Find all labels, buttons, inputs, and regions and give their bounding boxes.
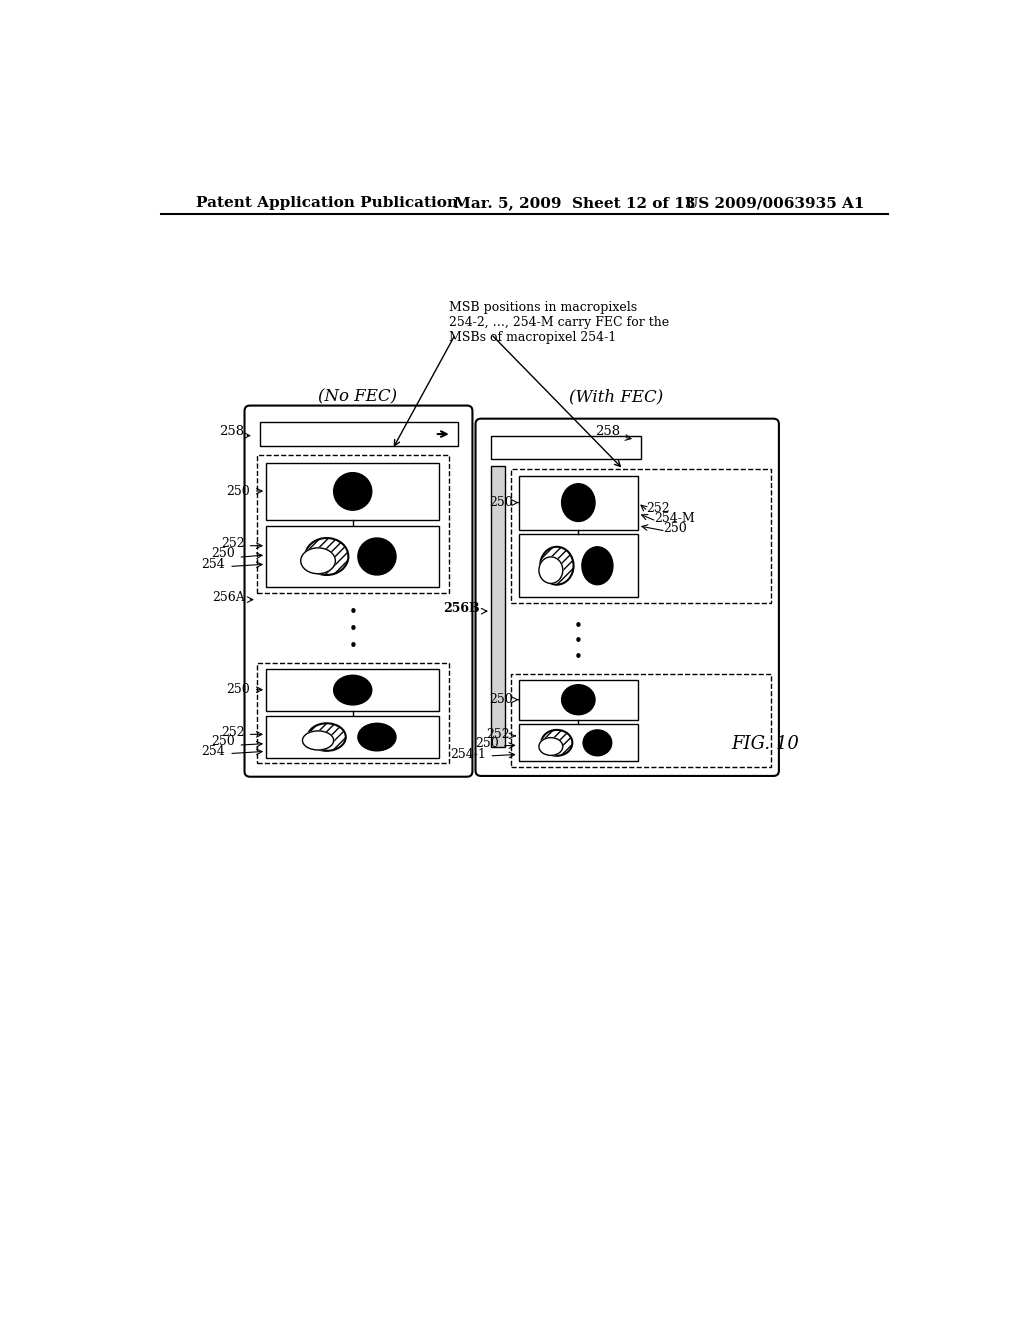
Text: 250: 250 bbox=[212, 546, 236, 560]
Text: 254-M: 254-M bbox=[654, 512, 695, 525]
Bar bbox=[260, 422, 458, 446]
Bar bbox=[511, 675, 771, 767]
Text: 254: 254 bbox=[202, 744, 225, 758]
Ellipse shape bbox=[301, 548, 336, 574]
Ellipse shape bbox=[334, 676, 372, 705]
Text: 254: 254 bbox=[202, 558, 225, 572]
Text: •: • bbox=[573, 619, 583, 634]
Text: FIG. 10: FIG. 10 bbox=[731, 735, 799, 752]
Ellipse shape bbox=[539, 557, 563, 583]
Text: 256A: 256A bbox=[212, 591, 245, 603]
Text: 254-1: 254-1 bbox=[451, 748, 486, 760]
Ellipse shape bbox=[539, 738, 563, 755]
Ellipse shape bbox=[358, 723, 396, 751]
Bar bbox=[257, 663, 449, 763]
Ellipse shape bbox=[302, 731, 334, 750]
Bar bbox=[490, 436, 641, 459]
Bar bbox=[257, 455, 449, 594]
Ellipse shape bbox=[358, 539, 396, 576]
Text: •: • bbox=[348, 639, 357, 655]
Bar bbox=[518, 680, 638, 719]
Text: 252: 252 bbox=[221, 537, 245, 550]
Ellipse shape bbox=[582, 546, 613, 585]
Text: 258: 258 bbox=[219, 425, 245, 438]
Text: 250: 250 bbox=[489, 496, 513, 510]
Bar bbox=[490, 466, 505, 747]
Text: MSB positions in macropixels
254-2, …, 254-M carry FEC for the
MSBs of macropixe: MSB positions in macropixels 254-2, …, 2… bbox=[449, 301, 669, 343]
Text: (No FEC): (No FEC) bbox=[318, 388, 397, 405]
Ellipse shape bbox=[334, 473, 372, 511]
Text: (With FEC): (With FEC) bbox=[568, 388, 663, 405]
Text: •: • bbox=[573, 649, 583, 665]
Ellipse shape bbox=[583, 730, 611, 756]
FancyBboxPatch shape bbox=[475, 418, 779, 776]
Text: •: • bbox=[348, 605, 357, 620]
Text: 250: 250 bbox=[226, 484, 250, 498]
Text: 250: 250 bbox=[212, 735, 236, 748]
Text: 250: 250 bbox=[226, 684, 250, 696]
Text: 252: 252 bbox=[486, 727, 510, 741]
Bar bbox=[518, 475, 638, 529]
Bar bbox=[266, 525, 439, 587]
Text: 250: 250 bbox=[664, 523, 687, 536]
Text: 258: 258 bbox=[595, 425, 621, 438]
Text: 252: 252 bbox=[221, 726, 245, 739]
Text: US 2009/0063935 A1: US 2009/0063935 A1 bbox=[685, 197, 864, 210]
Text: 256B: 256B bbox=[442, 602, 479, 615]
Bar bbox=[266, 715, 439, 758]
Text: Mar. 5, 2009  Sheet 12 of 13: Mar. 5, 2009 Sheet 12 of 13 bbox=[454, 197, 695, 210]
Text: 250: 250 bbox=[489, 693, 513, 706]
Text: •: • bbox=[573, 635, 583, 649]
Bar bbox=[518, 535, 638, 598]
Bar bbox=[266, 669, 439, 711]
Bar bbox=[518, 725, 638, 762]
Text: 250: 250 bbox=[475, 737, 500, 750]
Text: •: • bbox=[348, 622, 357, 638]
Bar bbox=[511, 469, 771, 603]
Text: Patent Application Publication: Patent Application Publication bbox=[196, 197, 458, 210]
FancyBboxPatch shape bbox=[245, 405, 472, 776]
Bar bbox=[266, 462, 439, 520]
Text: 252: 252 bbox=[646, 502, 670, 515]
Ellipse shape bbox=[561, 483, 595, 521]
Ellipse shape bbox=[561, 685, 595, 714]
